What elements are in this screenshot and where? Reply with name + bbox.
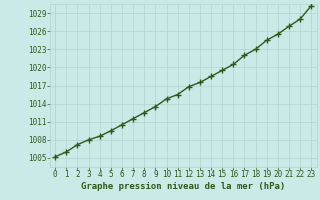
X-axis label: Graphe pression niveau de la mer (hPa): Graphe pression niveau de la mer (hPa)	[81, 182, 285, 191]
